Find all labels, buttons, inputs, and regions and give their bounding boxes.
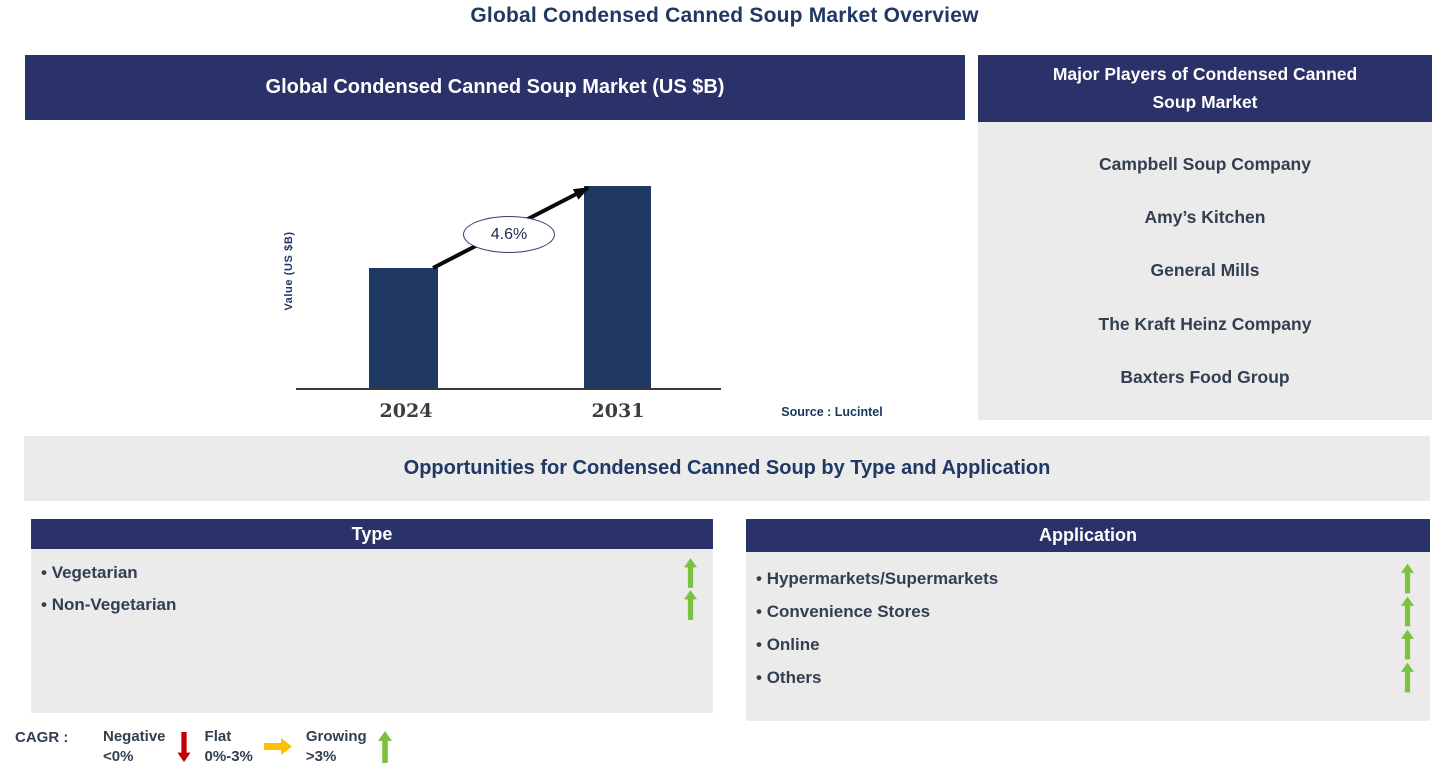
- legend-entry-negative: Negative <0%: [103, 727, 191, 766]
- legend-entry-label: Growing: [305, 728, 367, 745]
- application-item-label: Others: [756, 668, 822, 688]
- application-item-label: Online: [756, 635, 820, 655]
- y-axis-label: Value (US $B): [283, 231, 295, 311]
- negative-down-arrow-icon: [176, 731, 191, 762]
- cagr-legend-entries: Negative <0% Flat 0%-3% Growing >3%: [103, 727, 392, 766]
- legend-entry-text: Flat 0%-3%: [205, 727, 253, 766]
- cagr-legend: CAGR : Negative <0% Flat 0%-3% Growing: [15, 727, 392, 766]
- type-card-header: Type: [31, 519, 713, 549]
- list-item: Vegetarian: [31, 557, 713, 589]
- list-item: Others: [746, 661, 1430, 694]
- application-item-label: Hypermarkets/Supermarkets: [756, 569, 999, 589]
- list-item: Non-Vegetarian: [31, 589, 713, 621]
- player-name: Amy’s Kitchen: [1144, 207, 1266, 228]
- cagr-value: 4.6%: [490, 225, 528, 243]
- type-item-label: Non-Vegetarian: [41, 595, 177, 615]
- growing-up-arrow-icon: [377, 730, 392, 763]
- x-tick-2024: 2024: [379, 400, 433, 422]
- list-item: Convenience Stores: [746, 595, 1430, 628]
- page-title: Global Condensed Canned Soup Market Over…: [470, 4, 979, 27]
- chart-card-header: Global Condensed Canned Soup Market (US …: [25, 55, 965, 120]
- growing-up-arrow-icon: [684, 558, 697, 588]
- player-name: General Mills: [1150, 260, 1260, 281]
- list-item: Hypermarkets/Supermarkets: [746, 562, 1430, 595]
- legend-entry-text: Negative <0%: [103, 727, 166, 766]
- bar-2024: [369, 268, 438, 389]
- cagr-badge: 4.6%: [463, 216, 555, 253]
- player-name: Campbell Soup Company: [1099, 154, 1311, 175]
- legend-entry-range: >3%: [305, 747, 337, 765]
- players-card-header: Major Players of Condensed Canned Soup M…: [978, 55, 1432, 122]
- x-axis: [296, 388, 721, 390]
- cagr-legend-title: CAGR :: [15, 729, 69, 746]
- player-name: Baxters Food Group: [1120, 366, 1290, 387]
- players-list: Campbell Soup Company Amy’s Kitchen Gene…: [978, 122, 1432, 420]
- flat-right-arrow-icon: [263, 738, 292, 755]
- growing-up-arrow-icon: [1401, 662, 1414, 693]
- list-item: Online: [746, 628, 1430, 661]
- legend-entry-flat: Flat 0%-3%: [205, 727, 292, 766]
- growing-up-arrow-icon: [1401, 629, 1414, 660]
- application-list: Hypermarkets/Supermarkets Convenience St…: [746, 552, 1430, 721]
- legend-entry-range: 0%-3%: [204, 747, 253, 765]
- growing-up-arrow-icon: [1401, 596, 1414, 627]
- legend-entry-label: Flat: [204, 728, 232, 745]
- legend-entry-label: Negative: [103, 728, 166, 745]
- type-list: Vegetarian Non-Vegetarian: [31, 549, 713, 713]
- application-item-label: Convenience Stores: [756, 602, 930, 622]
- legend-entry-growing: Growing >3%: [306, 727, 392, 766]
- x-tick-2031: 2031: [591, 400, 645, 422]
- legend-entry-range: <0%: [103, 747, 134, 765]
- legend-entry-text: Growing >3%: [306, 727, 367, 766]
- type-item-label: Vegetarian: [41, 563, 138, 583]
- growing-up-arrow-icon: [1401, 563, 1414, 594]
- application-card-header: Application: [746, 519, 1430, 552]
- bar-2031: [584, 186, 651, 389]
- opportunities-band-title: Opportunities for Condensed Canned Soup …: [24, 436, 1430, 501]
- growing-up-arrow-icon: [684, 590, 697, 620]
- player-name: The Kraft Heinz Company: [1098, 313, 1312, 334]
- source-attribution: Source : Lucintel: [781, 405, 883, 419]
